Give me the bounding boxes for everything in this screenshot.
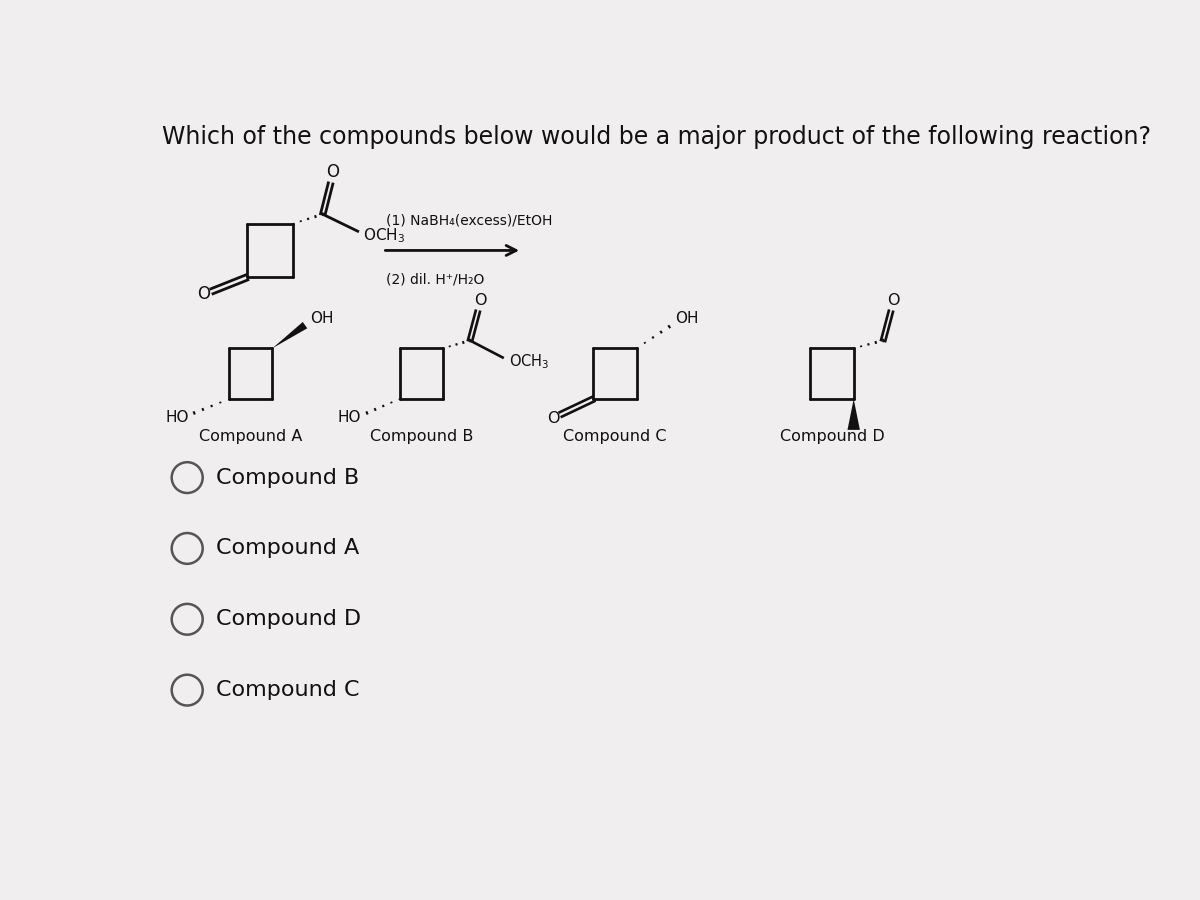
Text: (2) dil. H⁺/H₂O: (2) dil. H⁺/H₂O	[386, 272, 485, 286]
Text: Compound C: Compound C	[563, 429, 667, 444]
Text: Compound A: Compound A	[199, 429, 302, 444]
Text: HO: HO	[337, 410, 361, 425]
Text: O: O	[547, 410, 559, 426]
Text: O: O	[887, 293, 900, 308]
Text: OH: OH	[310, 311, 334, 327]
Text: Compound B: Compound B	[370, 429, 473, 444]
Text: (1) NaBH₄(excess)/EtOH: (1) NaBH₄(excess)/EtOH	[386, 213, 553, 228]
Text: Compound D: Compound D	[216, 609, 361, 629]
Text: O: O	[197, 285, 210, 303]
Text: Compound D: Compound D	[780, 429, 884, 444]
Text: O: O	[326, 163, 340, 181]
Text: OCH$_3$: OCH$_3$	[509, 353, 550, 372]
Text: Compound C: Compound C	[216, 680, 359, 700]
Text: OCH$_3$: OCH$_3$	[364, 227, 406, 245]
Polygon shape	[272, 322, 307, 348]
Text: Which of the compounds below would be a major product of the following reaction?: Which of the compounds below would be a …	[162, 125, 1151, 148]
Text: Compound B: Compound B	[216, 468, 359, 488]
Text: OH: OH	[676, 311, 698, 327]
Text: HO: HO	[166, 410, 188, 425]
Polygon shape	[847, 399, 860, 430]
Text: Compound A: Compound A	[216, 538, 359, 558]
Text: O: O	[474, 293, 486, 308]
